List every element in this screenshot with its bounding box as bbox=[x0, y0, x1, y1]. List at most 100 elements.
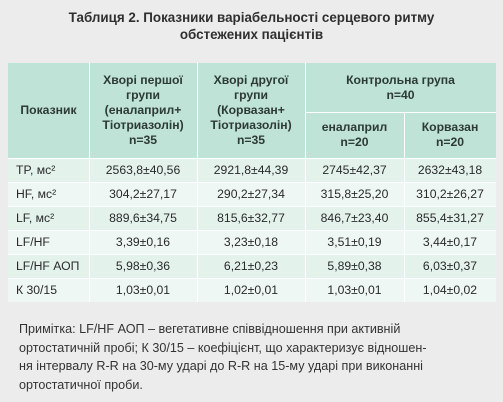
table-cell-value: 855,4±31,27 bbox=[416, 210, 484, 225]
table-cell: 1,04±0,02 bbox=[404, 278, 496, 302]
row-label: К 30/15 bbox=[8, 278, 89, 302]
table-cell-value: 310,2±26,27 bbox=[416, 186, 484, 201]
grid-line bbox=[305, 63, 306, 302]
table-cell: 1,03±0,01 bbox=[89, 278, 197, 302]
table-cell: 3,44±0,17 bbox=[404, 230, 496, 254]
grid-line bbox=[8, 182, 496, 183]
row-label: LF/HF bbox=[8, 230, 89, 254]
header-group2-line: n=35 bbox=[236, 133, 266, 147]
table-cell: 5,98±0,36 bbox=[89, 254, 197, 278]
header-control-line: n=40 bbox=[386, 87, 415, 102]
table-cell: 3,51±0,19 bbox=[305, 230, 404, 254]
table-cell: 6,21±0,23 bbox=[197, 254, 305, 278]
table-cell-value: 5,98±0,36 bbox=[115, 258, 171, 273]
table-cell-value: 815,6±32,77 bbox=[217, 210, 285, 225]
table-cell: 2921,8±44,39 bbox=[197, 158, 305, 182]
table-cell-value: 3,44±0,17 bbox=[422, 234, 478, 249]
table-cell: 315,8±25,20 bbox=[305, 182, 404, 206]
header-control-line: Контрольна група bbox=[346, 72, 455, 87]
header-group2-line: групи bbox=[234, 88, 268, 102]
table-cell-value: 846,7±23,40 bbox=[320, 210, 389, 225]
grid-line bbox=[305, 112, 496, 113]
note-line-3: ня інтервалу R-R на 30-му ударі до R-R н… bbox=[19, 359, 423, 373]
row-label: LF, мс² bbox=[8, 206, 89, 230]
table-cell: 1,02±0,01 bbox=[197, 278, 305, 302]
table-cell: 815,6±32,77 bbox=[197, 206, 305, 230]
header-control-korvazan-line: Корвазан bbox=[421, 120, 479, 134]
table-cell-value: 1,02±0,01 bbox=[223, 282, 279, 297]
row-label: HF, мс² bbox=[8, 182, 89, 206]
table-cell: 3,23±0,18 bbox=[197, 230, 305, 254]
grid-line bbox=[89, 63, 90, 302]
header-group2-line: Хворі другої bbox=[213, 73, 289, 87]
table-cell: 310,2±26,27 bbox=[404, 182, 496, 206]
table-cell-value: 6,03±0,37 bbox=[422, 258, 478, 273]
header-group1: Хворі першої групи (еналаприл+ Тіотриазолін… bbox=[89, 63, 197, 158]
note-line-1: Примітка: LF/HF АОП – вегетативне співві… bbox=[19, 322, 401, 336]
header-group1-line: Тіотриазолін) bbox=[102, 118, 184, 132]
row-label-text: К 30/15 bbox=[16, 282, 57, 297]
header-control-enalapril: еналаприл n=20 bbox=[305, 112, 404, 158]
header-group1-line: (еналаприл+ bbox=[104, 103, 182, 117]
header-group1-line: групи bbox=[126, 88, 160, 102]
table-cell-value: 290,2±27,34 bbox=[217, 186, 285, 201]
grid-line bbox=[8, 278, 496, 279]
table-cell-value: 2921,8±44,39 bbox=[213, 162, 289, 177]
header-control-enalapril-line: еналаприл bbox=[321, 120, 388, 134]
grid-line bbox=[8, 158, 496, 159]
table-note: Примітка: LF/HF АОП – вегетативне співві… bbox=[19, 320, 497, 394]
table-cell: 6,03±0,37 bbox=[404, 254, 496, 278]
header-indicator: Показник bbox=[8, 63, 89, 158]
table-cell-value: 3,23±0,18 bbox=[223, 234, 279, 249]
table-cell: 304,2±27,17 bbox=[89, 182, 197, 206]
row-label-text: LF, мс² bbox=[16, 210, 55, 225]
table-cell-value: 2632±43,18 bbox=[417, 162, 483, 177]
title-line-1: Таблиця 2. Показники варіабельності серц… bbox=[68, 10, 435, 25]
table-cell: 2563,8±40,56 bbox=[89, 158, 197, 182]
header-control-korvazan: Корвазан n=20 bbox=[404, 112, 496, 158]
header-group2-line: (Корвазан+ bbox=[217, 103, 285, 117]
table-cell-value: 2745±42,37 bbox=[322, 162, 387, 177]
grid-line bbox=[8, 230, 496, 231]
header-group1-line: n=35 bbox=[128, 133, 158, 147]
table-cell-value: 2563,8±40,56 bbox=[105, 162, 181, 177]
table-cell: 290,2±27,34 bbox=[197, 182, 305, 206]
grid-line bbox=[197, 63, 198, 302]
note-line-4: ортостатичної проби. bbox=[19, 377, 143, 392]
table-cell-value: 6,21±0,23 bbox=[223, 258, 279, 273]
note-line-2: ортостатичній пробі; К 30/15 – коефіцієн… bbox=[19, 340, 427, 355]
table-cell: 3,39±0,16 bbox=[89, 230, 197, 254]
header-group1-line: Хворі першої bbox=[103, 73, 183, 87]
table-cell: 846,7±23,40 bbox=[305, 206, 404, 230]
table-cell: 5,89±0,38 bbox=[305, 254, 404, 278]
header-group2-line: Тіотриазолін) bbox=[210, 118, 292, 132]
table-cell-value: 1,03±0,01 bbox=[327, 282, 382, 297]
table-cell-value: 1,03±0,01 bbox=[115, 282, 171, 297]
title-line-2: обстежених пацієнтів bbox=[179, 27, 324, 42]
table-cell-value: 3,39±0,16 bbox=[115, 234, 171, 249]
table-cell: 2632±43,18 bbox=[404, 158, 496, 182]
table-cell-value: 3,51±0,19 bbox=[327, 234, 382, 249]
header-group2: Хворі другої групи (Корвазан+ Тіотриазолін)… bbox=[197, 63, 305, 158]
row-label-text: LF/HF АОП bbox=[16, 258, 80, 273]
table-cell: 889,6±34,75 bbox=[89, 206, 197, 230]
table-cell-value: 889,6±34,75 bbox=[109, 210, 177, 225]
table-cell: 855,4±31,27 bbox=[404, 206, 496, 230]
row-label: TP, мс² bbox=[8, 158, 89, 182]
header-indicator-label: Показник bbox=[20, 103, 77, 117]
table-cell-value: 315,8±25,20 bbox=[320, 186, 389, 201]
header-control-enalapril-line: n=20 bbox=[340, 135, 369, 149]
row-label-text: TP, мс² bbox=[16, 162, 56, 177]
table-cell: 1,03±0,01 bbox=[305, 278, 404, 302]
table-cell-value: 1,04±0,02 bbox=[422, 282, 478, 297]
table-title: Таблиця 2. Показники варіабельності серц… bbox=[0, 9, 503, 43]
table-cell: 2745±42,37 bbox=[305, 158, 404, 182]
table-cell-value: 304,2±27,17 bbox=[109, 186, 177, 201]
header-control-korvazan-line: n=20 bbox=[435, 135, 465, 149]
grid-line bbox=[404, 112, 405, 302]
grid-line bbox=[8, 254, 496, 255]
row-label-text: HF, мс² bbox=[16, 186, 57, 201]
row-label: LF/HF АОП bbox=[8, 254, 89, 278]
header-control: Контрольна група n=40 bbox=[305, 63, 496, 112]
